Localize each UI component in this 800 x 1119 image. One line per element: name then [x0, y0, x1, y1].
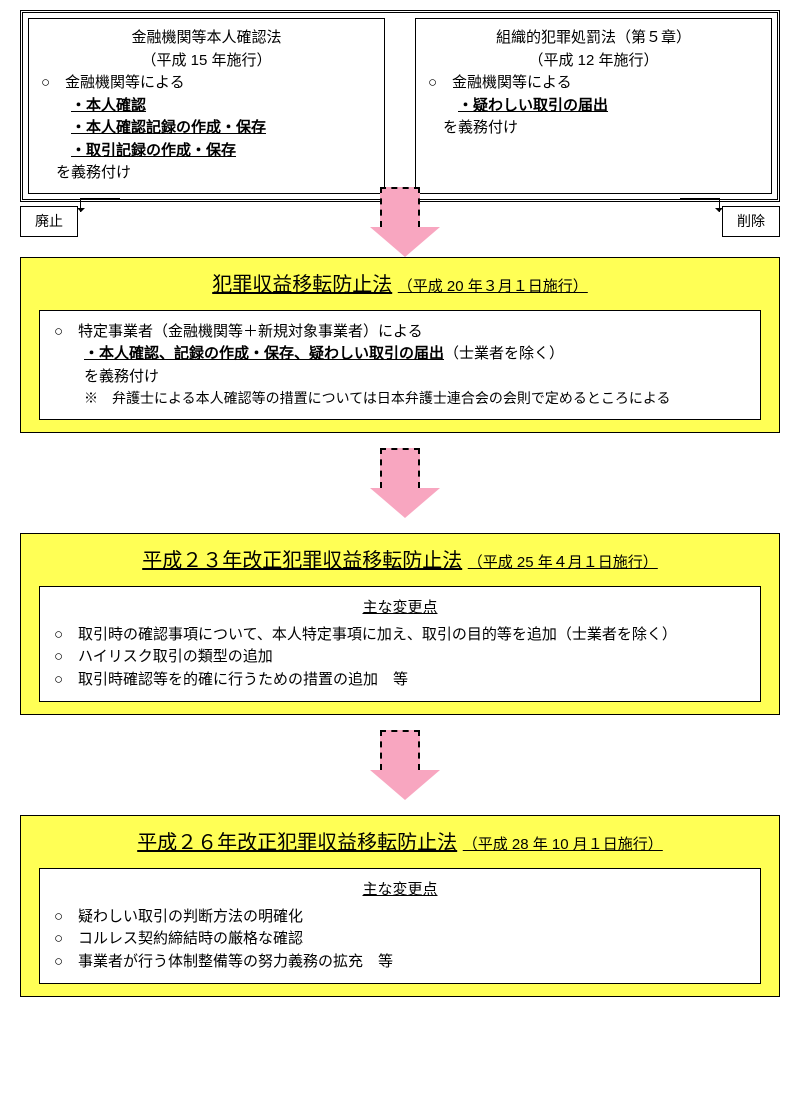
title: 平成２６年改正犯罪収益移転防止法 （平成 28 年 10 月１日施行） — [39, 828, 761, 858]
down-arrow-icon — [370, 448, 430, 518]
sub: （平成 20 年３月１日施行） — [398, 278, 588, 295]
status-abolished: 廃止 — [20, 206, 78, 237]
content: 主な変更点 ○ 疑わしい取引の判断方法の明確化 ○ コルレス契約締結時の厳格な確… — [39, 868, 761, 984]
footer: を義務付け — [428, 117, 759, 140]
sub: （平成 28 年 10 月１日施行） — [463, 836, 663, 853]
t1: 金融機関等本人確認法 — [131, 29, 281, 46]
title: 組織的犯罪処罰法（第５章） （平成 12 年施行） — [428, 27, 759, 72]
main: 平成２３年改正犯罪収益移転防止法 — [142, 550, 462, 572]
main: 平成２６年改正犯罪収益移転防止法 — [137, 832, 457, 854]
footer: を義務付け — [41, 162, 372, 185]
content: ○ 特定事業者（金融機関等＋新規対象事業者）による ・本人確認、記録の作成・保存… — [39, 310, 761, 421]
intro: ○ 金融機関等による — [41, 72, 372, 95]
line: を義務付け — [54, 366, 746, 389]
item-list: ・本人確認 ・本人確認記録の作成・保存 ・取引記録の作成・保存 — [41, 95, 372, 163]
sub: （平成 25 年４月１日施行） — [468, 554, 658, 571]
line: ○ 取引時の確認事項について、本人特定事項に加え、取引の目的等を追加（士業者を除… — [54, 624, 746, 647]
connector-arrow-icon — [680, 198, 720, 212]
subhead: 主な変更点 — [54, 879, 746, 902]
line: ○ 事業者が行う体制整備等の努力義務の拡充 等 — [54, 951, 746, 974]
law-box-h20: 犯罪収益移転防止法 （平成 20 年３月１日施行） ○ 特定事業者（金融機関等＋… — [20, 257, 780, 434]
li: ・本人確認記録の作成・保存 — [71, 117, 372, 140]
law-box-h26: 平成２６年改正犯罪収益移転防止法 （平成 28 年 10 月１日施行） 主な変更… — [20, 815, 780, 997]
down-arrow-icon — [370, 730, 430, 800]
line: ○ 疑わしい取引の判断方法の明確化 — [54, 906, 746, 929]
down-arrow-icon — [370, 187, 430, 257]
item-list: ・疑わしい取引の届出 — [428, 95, 759, 118]
law-box-h23: 平成２３年改正犯罪収益移転防止法 （平成 25 年４月１日施行） 主な変更点 ○… — [20, 533, 780, 715]
main: 犯罪収益移転防止法 — [212, 274, 392, 296]
title: 平成２３年改正犯罪収益移転防止法 （平成 25 年４月１日施行） — [39, 546, 761, 576]
tail: （士業者を除く） — [444, 345, 564, 362]
box-org-crime-law: 組織的犯罪処罰法（第５章） （平成 12 年施行） ○ 金融機関等による ・疑わ… — [415, 18, 772, 194]
box-identity-law: 金融機関等本人確認法 （平成 15 年施行） ○ 金融機関等による ・本人確認 … — [28, 18, 385, 194]
line: ○ ハイリスク取引の類型の追加 — [54, 646, 746, 669]
line: ○ 取引時確認等を的確に行うための措置の追加 等 — [54, 669, 746, 692]
line: ○ 特定事業者（金融機関等＋新規対象事業者）による — [54, 321, 746, 344]
line: ○ コルレス契約締結時の厳格な確認 — [54, 928, 746, 951]
li: ・本人確認 — [71, 95, 372, 118]
note: ※ 弁護士による本人確認等の措置については日本弁護士連合会の会則で定めるところに… — [84, 388, 746, 409]
content: 主な変更点 ○ 取引時の確認事項について、本人特定事項に加え、取引の目的等を追加… — [39, 586, 761, 702]
t1: 組織的犯罪処罰法（第５章） — [496, 29, 691, 46]
top-source-laws: 金融機関等本人確認法 （平成 15 年施行） ○ 金融機関等による ・本人確認 … — [20, 10, 780, 202]
line: ・本人確認、記録の作成・保存、疑わしい取引の届出（士業者を除く） — [54, 343, 746, 366]
t2: （平成 12 年施行） — [528, 52, 658, 69]
intro: ○ 金融機関等による — [428, 72, 759, 95]
li: ・疑わしい取引の届出 — [458, 95, 759, 118]
bold: ・本人確認、記録の作成・保存、疑わしい取引の届出 — [84, 345, 444, 362]
title: 犯罪収益移転防止法 （平成 20 年３月１日施行） — [39, 270, 761, 300]
title: 金融機関等本人確認法 （平成 15 年施行） — [41, 27, 372, 72]
connector-arrow-icon — [80, 198, 120, 212]
li: ・取引記録の作成・保存 — [71, 140, 372, 163]
subhead: 主な変更点 — [54, 597, 746, 620]
t2: （平成 15 年施行） — [141, 52, 271, 69]
status-deleted: 削除 — [722, 206, 780, 237]
